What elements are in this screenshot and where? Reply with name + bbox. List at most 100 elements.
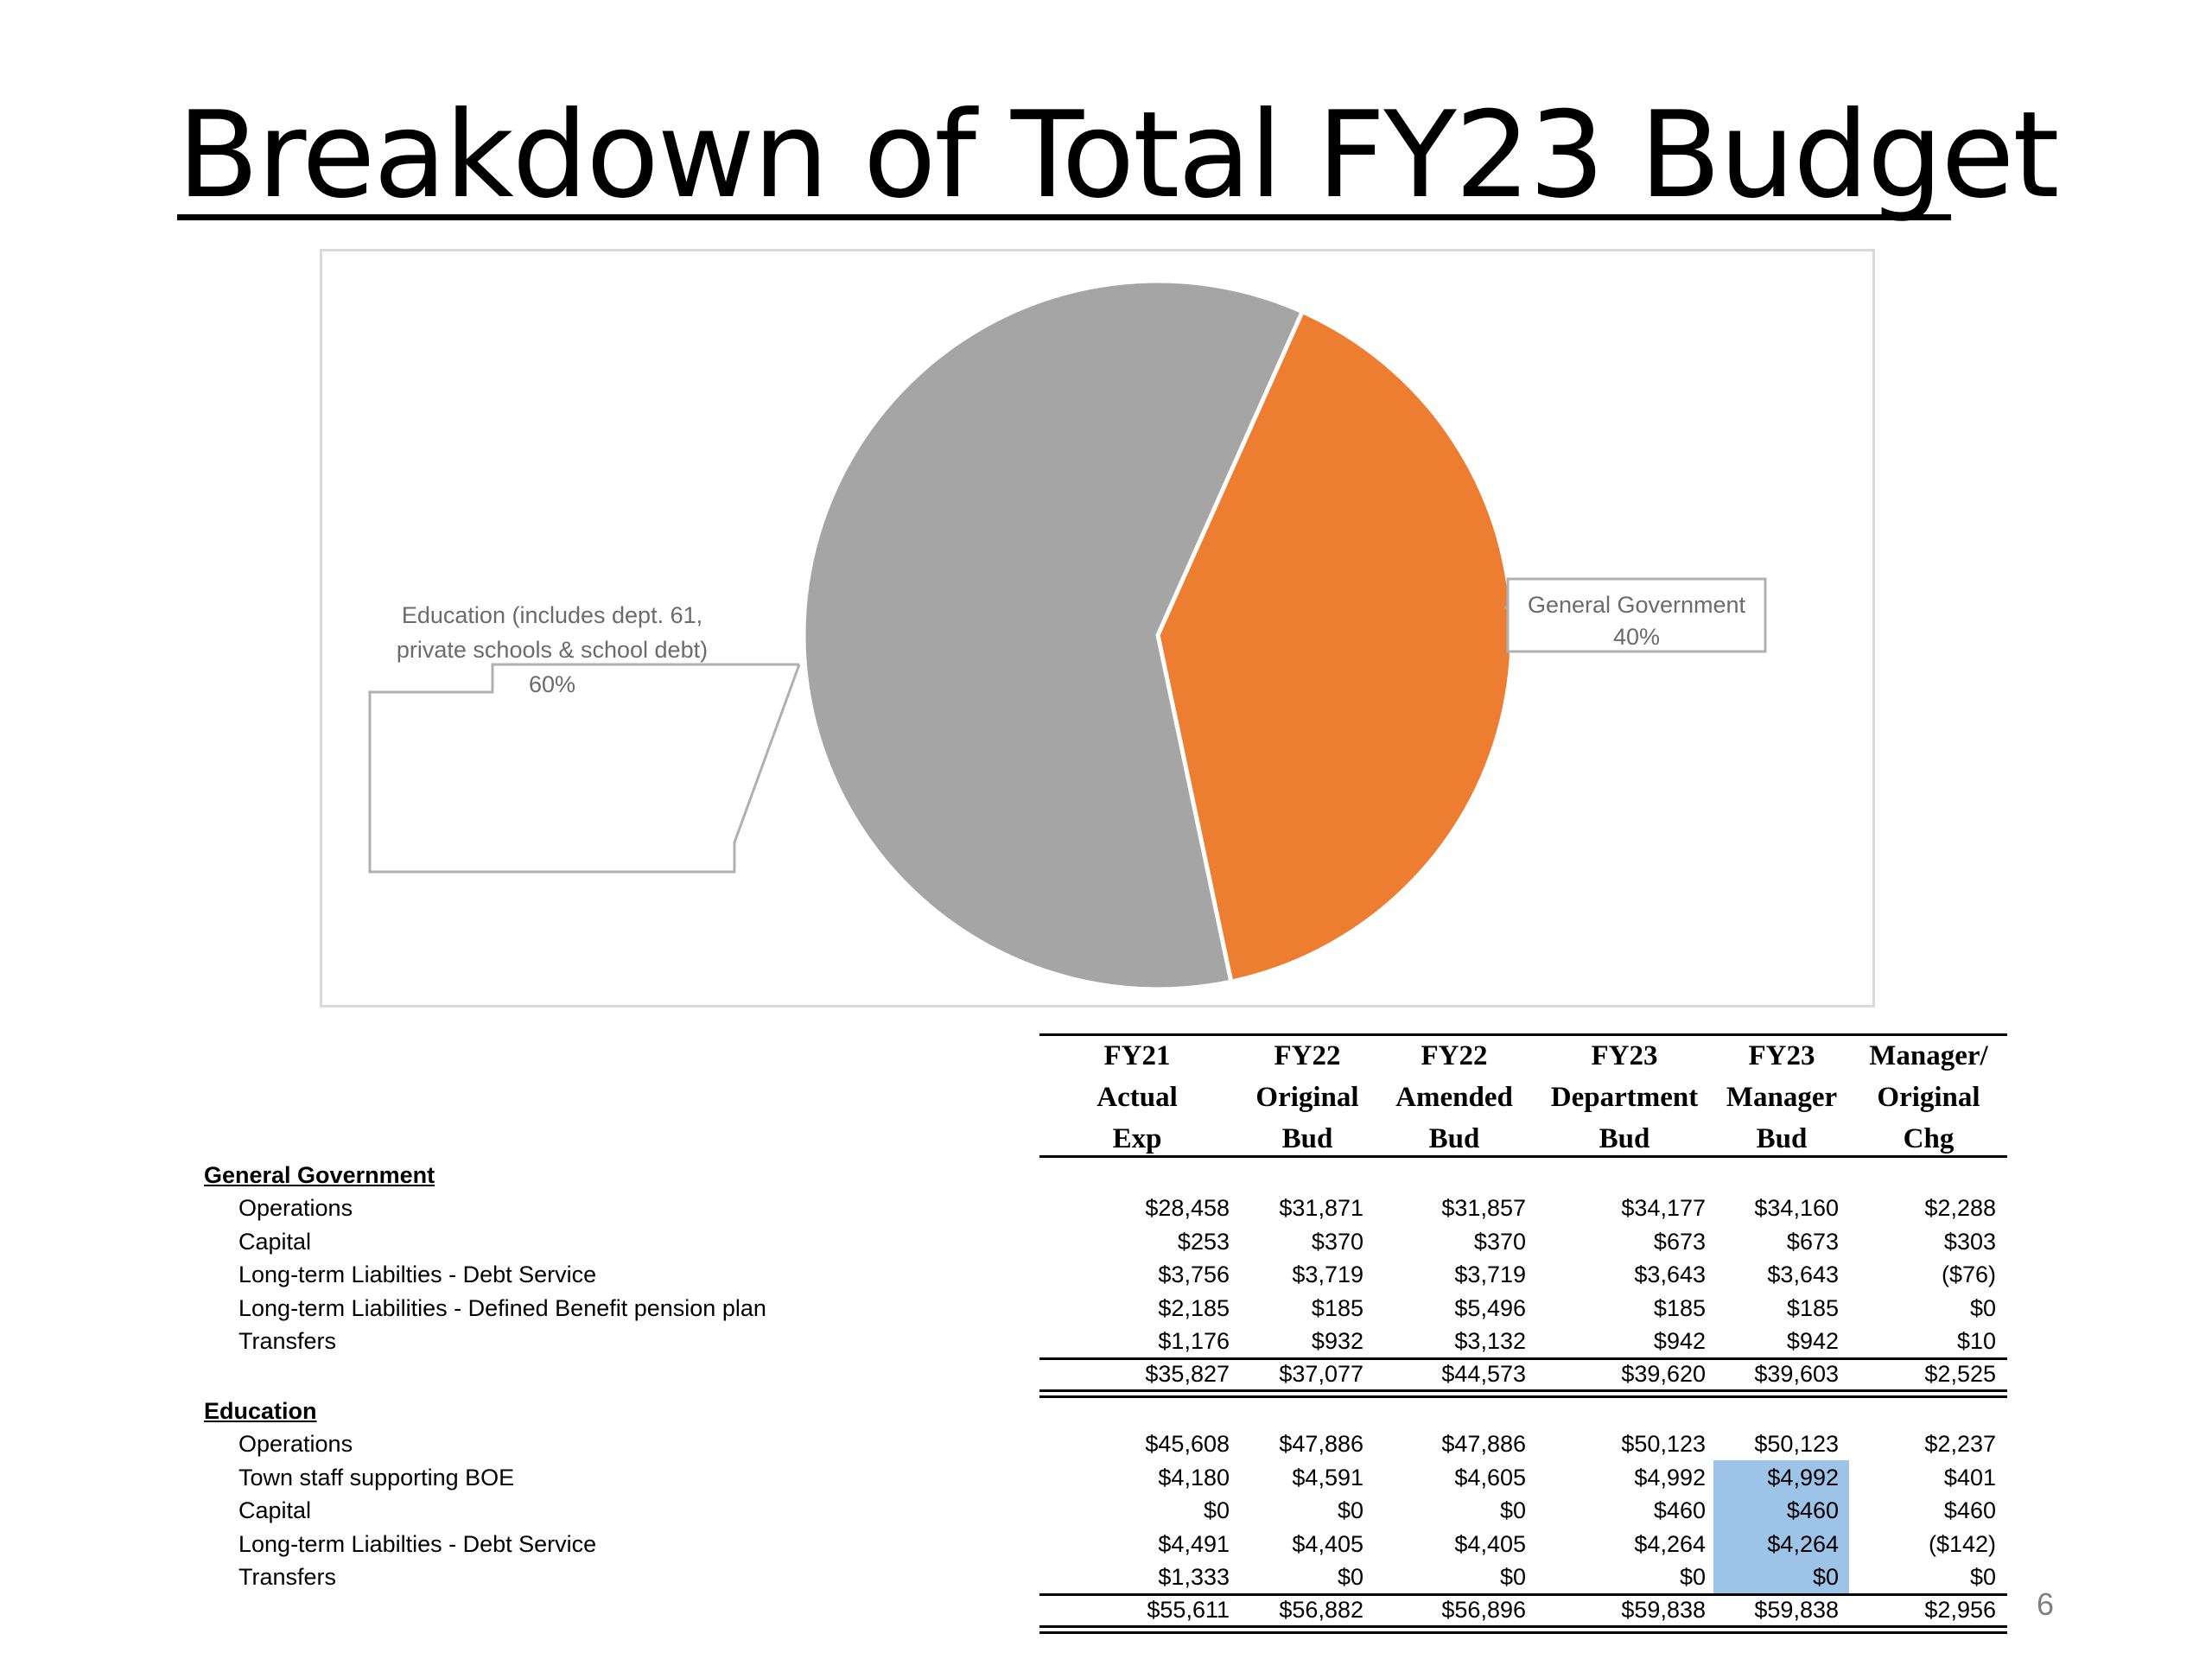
column-header-line: Exp <box>1112 1123 1162 1154</box>
callout-education-line1: Education (includes dept. 61, <box>402 602 702 628</box>
column-header-line: Actual <box>1096 1082 1178 1113</box>
table-cell: $3,719 <box>1454 1262 1526 1288</box>
table-cell: $185 <box>1311 1294 1363 1321</box>
table-cell: $673 <box>1653 1228 1706 1255</box>
slide-title: Breakdown of Total FY23 Budget <box>177 86 2060 225</box>
table-cell: $2,288 <box>1924 1195 1996 1222</box>
callout-education-value: 60% <box>529 671 575 697</box>
row-label: Long-term Liabilties - Debt Service <box>238 1530 597 1557</box>
table-cell: $34,177 <box>1621 1195 1706 1222</box>
table-cell: $34,160 <box>1754 1195 1839 1222</box>
table-cell: $50,123 <box>1754 1431 1839 1458</box>
column-header: FY23 Department Bud <box>1547 1035 1702 1160</box>
table-cell: $10 <box>1956 1328 1996 1354</box>
column-header-line: FY23 <box>1748 1040 1815 1071</box>
table-cell: $942 <box>1786 1328 1839 1354</box>
callout-education-box <box>368 663 801 874</box>
table-cell: $31,871 <box>1279 1195 1363 1222</box>
table-cell: $5,496 <box>1454 1294 1526 1321</box>
column-header-line: Manager <box>1726 1082 1838 1113</box>
table-cell: $253 <box>1177 1228 1230 1255</box>
row-label: Long-term Liabilties - Debt Service <box>238 1262 597 1288</box>
table-cell: $50,123 <box>1621 1431 1706 1458</box>
table-cell: $4,605 <box>1454 1464 1526 1491</box>
column-header-line: Manager/ <box>1869 1040 1988 1071</box>
table-cell: $673 <box>1786 1228 1839 1255</box>
table-cell: $1,333 <box>1158 1564 1230 1590</box>
table-cell: $4,405 <box>1292 1530 1363 1557</box>
column-header: FY22 Original Bud <box>1230 1035 1385 1160</box>
row-label: Transfers <box>238 1328 337 1354</box>
table-cell: $0 <box>1337 1497 1363 1524</box>
total-cell: $44,573 <box>1441 1361 1526 1388</box>
column-header: FY22 Amended Bud <box>1376 1035 1532 1160</box>
table-cell: $0 <box>1499 1564 1526 1590</box>
total-cell: $56,882 <box>1279 1597 1363 1624</box>
column-header-line: Original <box>1877 1082 1980 1113</box>
table-cell: $0 <box>1969 1564 1996 1590</box>
table-cell: $2,185 <box>1158 1294 1230 1321</box>
table-cell: $0 <box>1499 1497 1526 1524</box>
total-cell: $35,827 <box>1145 1361 1230 1388</box>
table-cell: $3,643 <box>1634 1262 1706 1288</box>
table-cell: $4,180 <box>1158 1464 1230 1491</box>
table-cell: $3,643 <box>1767 1262 1839 1288</box>
total-cell: $2,525 <box>1924 1361 1996 1388</box>
total-cell: $56,896 <box>1441 1597 1526 1624</box>
table-cell: $4,591 <box>1292 1464 1363 1491</box>
total-cell: $2,956 <box>1924 1597 1996 1624</box>
table-top-rule <box>1039 1033 2007 1036</box>
column-header-line: Bud <box>1756 1123 1808 1154</box>
section-label: Education <box>204 1398 317 1424</box>
table-cell: $370 <box>1311 1228 1363 1255</box>
total-rule-lower <box>1039 1395 2007 1399</box>
table-cell: $932 <box>1311 1328 1363 1354</box>
table-cell: $460 <box>1943 1497 1996 1524</box>
table-cell: $185 <box>1653 1294 1706 1321</box>
table-cell: $4,491 <box>1158 1530 1230 1557</box>
table-cell: $0 <box>1812 1564 1839 1590</box>
table-cell: $4,264 <box>1767 1530 1839 1557</box>
table-cell: $47,886 <box>1279 1431 1363 1458</box>
callout-gg-box <box>1506 577 1767 653</box>
highlighted-cells <box>1713 1459 1849 1597</box>
row-label: Long-term Liabilities - Defined Benefit … <box>238 1294 766 1321</box>
column-header-line: Amended <box>1395 1082 1513 1113</box>
row-label: Transfers <box>238 1564 337 1590</box>
column-header-line: FY22 <box>1274 1040 1341 1071</box>
table-cell: $3,132 <box>1454 1328 1526 1354</box>
pie-slice-education <box>801 278 1306 992</box>
column-header-line: Bud <box>1428 1123 1480 1154</box>
table-cell: $942 <box>1653 1328 1706 1354</box>
callout-gg-line1: General Government <box>1528 592 1746 618</box>
subtotal-rule <box>1039 1357 2007 1361</box>
column-header: Manager/Original Chg <box>1851 1035 2006 1160</box>
table-cell: $1,176 <box>1158 1328 1230 1354</box>
table-cell: $47,886 <box>1441 1431 1526 1458</box>
row-label: Town staff supporting BOE <box>238 1464 515 1491</box>
column-header-line: Chg <box>1903 1123 1955 1154</box>
column-header-line: Original <box>1255 1082 1359 1113</box>
column-header-line: FY21 <box>1103 1040 1171 1071</box>
row-label: Operations <box>238 1195 353 1222</box>
table-cell: ($142) <box>1928 1530 1996 1557</box>
total-rule-upper <box>1039 1625 2007 1629</box>
total-cell: $59,838 <box>1754 1597 1839 1624</box>
table-cell: $31,857 <box>1441 1195 1526 1222</box>
total-cell: $37,077 <box>1279 1361 1363 1388</box>
page-number: 6 <box>2037 1586 2055 1622</box>
total-cell: $39,620 <box>1621 1361 1706 1388</box>
column-header-line: Bud <box>1281 1123 1333 1154</box>
table-cell: $0 <box>1679 1564 1706 1590</box>
row-label: Capital <box>238 1497 312 1524</box>
callout-education-line2: private schools & school debt) <box>397 637 708 663</box>
table-cell: $2,237 <box>1924 1431 1996 1458</box>
row-label: Operations <box>238 1431 353 1458</box>
table-cell: $0 <box>1969 1294 1996 1321</box>
table-cell: $4,992 <box>1767 1464 1839 1491</box>
row-label: Capital <box>238 1228 312 1255</box>
table-cell: $460 <box>1786 1497 1839 1524</box>
title-underline <box>177 214 1951 220</box>
column-header-line: Department <box>1550 1082 1699 1113</box>
total-cell: $55,611 <box>1147 1597 1230 1624</box>
